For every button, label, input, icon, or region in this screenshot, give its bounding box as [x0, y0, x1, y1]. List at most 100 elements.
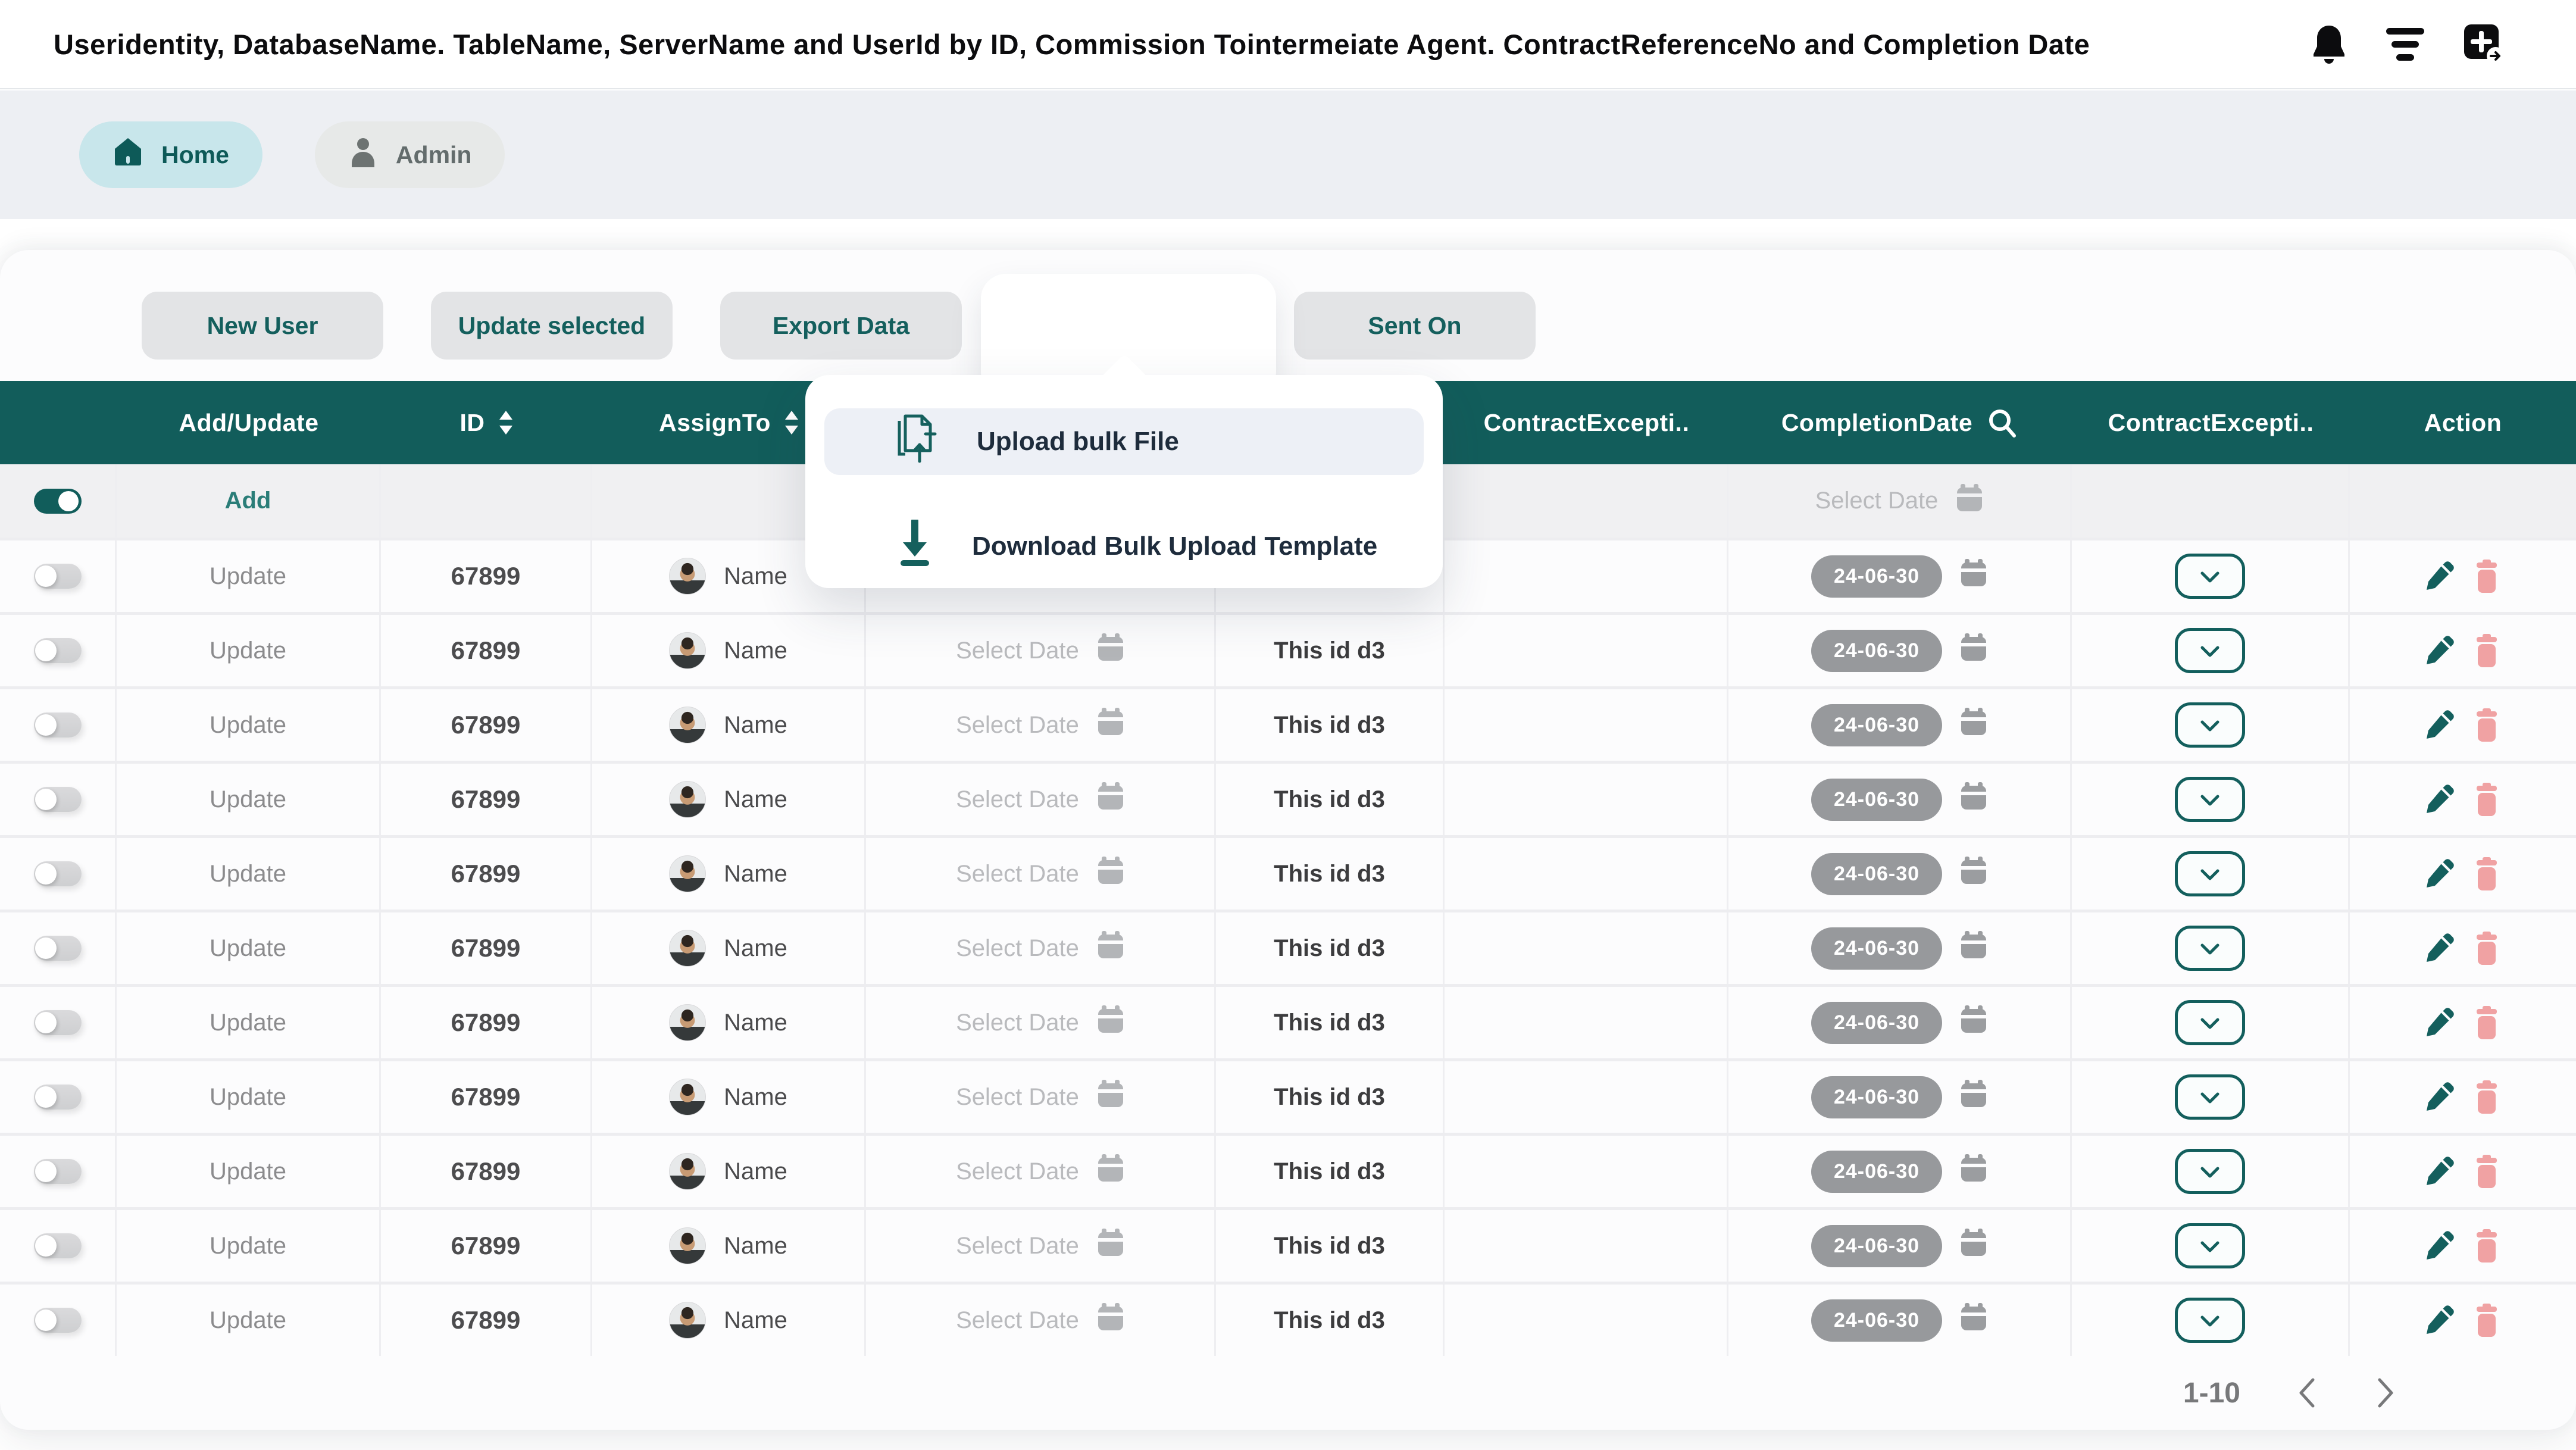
notifications-bell-icon[interactable] — [2311, 24, 2347, 64]
menu-item-download-template[interactable]: Download Bulk Upload Template — [824, 513, 1424, 580]
row-mode-cell[interactable]: Update — [117, 987, 381, 1058]
row-toggle-on[interactable] — [33, 488, 82, 514]
row-completion-date-field[interactable]: 24-06-30 — [1728, 1210, 2072, 1282]
delete-trash-icon[interactable] — [2473, 857, 2500, 890]
delete-trash-icon[interactable] — [2473, 634, 2500, 667]
calendar-icon[interactable] — [1960, 1229, 1987, 1263]
calendar-icon[interactable] — [1960, 1303, 1987, 1338]
edit-pencil-icon[interactable] — [2425, 783, 2455, 815]
add-row-completion-date-field[interactable]: Select Date — [1728, 464, 2072, 538]
search-icon[interactable] — [1986, 406, 2019, 439]
calendar-icon[interactable] — [1097, 1154, 1124, 1189]
row-mode-cell[interactable]: Update — [117, 1210, 381, 1282]
calendar-icon[interactable] — [1097, 1229, 1124, 1263]
row-mode-cell[interactable]: Update — [117, 1061, 381, 1133]
row-completion-date-field[interactable]: 24-06-30 — [1728, 838, 2072, 910]
calendar-icon[interactable] — [1960, 782, 1987, 817]
edit-pencil-icon[interactable] — [2425, 709, 2455, 741]
edit-pencil-icon[interactable] — [2425, 560, 2455, 592]
contract-exception-select[interactable] — [2175, 1000, 2245, 1045]
calendar-icon[interactable] — [1956, 483, 1983, 518]
contract-exception-select[interactable] — [2175, 1074, 2245, 1120]
row-senton-date-field[interactable]: Select Date — [866, 987, 1216, 1058]
row-senton-date-field[interactable]: Select Date — [866, 764, 1216, 835]
contract-exception-select[interactable] — [2175, 628, 2245, 673]
delete-trash-icon[interactable] — [2473, 1006, 2500, 1039]
row-toggle-off[interactable] — [33, 638, 82, 663]
contract-exception-select[interactable] — [2175, 1298, 2245, 1343]
row-toggle-off[interactable] — [33, 861, 82, 886]
new-user-button[interactable]: New User — [142, 292, 383, 360]
row-mode-cell[interactable]: Update — [117, 1136, 381, 1207]
calendar-icon[interactable] — [1097, 931, 1124, 965]
calendar-icon[interactable] — [1097, 708, 1124, 742]
contract-exception-select[interactable] — [2175, 554, 2245, 599]
row-mode-cell[interactable]: Update — [117, 838, 381, 910]
sort-icon[interactable] — [498, 411, 514, 435]
calendar-icon[interactable] — [1097, 1303, 1124, 1338]
delete-trash-icon[interactable] — [2473, 1155, 2500, 1188]
delete-trash-icon[interactable] — [2473, 1229, 2500, 1262]
menu-item-upload-bulk-file[interactable]: Upload bulk File — [824, 408, 1424, 475]
edit-pencil-icon[interactable] — [2425, 1155, 2455, 1188]
contract-exception-select[interactable] — [2175, 926, 2245, 971]
edit-pencil-icon[interactable] — [2425, 1081, 2455, 1113]
delete-trash-icon[interactable] — [2473, 783, 2500, 816]
row-mode-cell[interactable]: Update — [117, 1285, 381, 1356]
edit-pencil-icon[interactable] — [2425, 1230, 2455, 1262]
delete-trash-icon[interactable] — [2473, 932, 2500, 965]
export-add-icon[interactable] — [2463, 23, 2505, 65]
row-senton-date-field[interactable]: Select Date — [866, 1061, 1216, 1133]
calendar-icon[interactable] — [1960, 633, 1987, 668]
chevron-right-icon[interactable] — [2374, 1376, 2397, 1410]
add-row-mode-cell[interactable]: Add — [117, 464, 381, 538]
row-completion-date-field[interactable]: 24-06-30 — [1728, 764, 2072, 835]
edit-pencil-icon[interactable] — [2425, 635, 2455, 667]
contract-exception-select[interactable] — [2175, 1149, 2245, 1194]
contract-exception-select[interactable] — [2175, 702, 2245, 748]
row-toggle-off[interactable] — [33, 787, 82, 812]
calendar-icon[interactable] — [1960, 931, 1987, 965]
tab-admin[interactable]: Admin — [314, 121, 505, 188]
contract-exception-select[interactable] — [2175, 777, 2245, 822]
filter-lines-icon[interactable] — [2386, 27, 2425, 61]
bulk-upload-button[interactable]: Bulk Upload — [981, 274, 1276, 396]
tab-home[interactable]: Home — [79, 121, 262, 188]
row-completion-date-field[interactable]: 24-06-30 — [1728, 987, 2072, 1058]
row-senton-date-field[interactable]: Select Date — [866, 1285, 1216, 1356]
row-mode-cell[interactable]: Update — [117, 764, 381, 835]
edit-pencil-icon[interactable] — [2425, 858, 2455, 890]
calendar-icon[interactable] — [1960, 559, 1987, 593]
row-senton-date-field[interactable]: Select Date — [866, 912, 1216, 984]
row-completion-date-field[interactable]: 24-06-30 — [1728, 1136, 2072, 1207]
edit-pencil-icon[interactable] — [2425, 1304, 2455, 1336]
update-selected-button[interactable]: Update selected — [431, 292, 673, 360]
calendar-icon[interactable] — [1097, 782, 1124, 817]
calendar-icon[interactable] — [1097, 1005, 1124, 1040]
delete-trash-icon[interactable] — [2473, 1080, 2500, 1114]
calendar-icon[interactable] — [1960, 1154, 1987, 1189]
row-completion-date-field[interactable]: 24-06-30 — [1728, 1285, 2072, 1356]
calendar-icon[interactable] — [1097, 633, 1124, 668]
calendar-icon[interactable] — [1960, 1080, 1987, 1114]
row-senton-date-field[interactable]: Select Date — [866, 1136, 1216, 1207]
chevron-left-icon[interactable] — [2295, 1376, 2319, 1410]
delete-trash-icon[interactable] — [2473, 708, 2500, 742]
edit-pencil-icon[interactable] — [2425, 1007, 2455, 1039]
calendar-icon[interactable] — [1960, 708, 1987, 742]
export-data-button[interactable]: Export Data — [720, 292, 962, 360]
row-toggle-off[interactable] — [33, 1159, 82, 1184]
delete-trash-icon[interactable] — [2473, 1304, 2500, 1337]
row-completion-date-field[interactable]: 24-06-30 — [1728, 540, 2072, 612]
row-toggle-off[interactable] — [33, 1308, 82, 1333]
calendar-icon[interactable] — [1097, 857, 1124, 891]
row-senton-date-field[interactable]: Select Date — [866, 1210, 1216, 1282]
row-toggle-off[interactable] — [33, 1233, 82, 1258]
row-toggle-off[interactable] — [33, 1010, 82, 1035]
edit-pencil-icon[interactable] — [2425, 932, 2455, 964]
contract-exception-select[interactable] — [2175, 851, 2245, 896]
row-toggle-off[interactable] — [33, 936, 82, 961]
row-completion-date-field[interactable]: 24-06-30 — [1728, 912, 2072, 984]
row-toggle-off[interactable] — [33, 564, 82, 589]
delete-trash-icon[interactable] — [2473, 560, 2500, 593]
